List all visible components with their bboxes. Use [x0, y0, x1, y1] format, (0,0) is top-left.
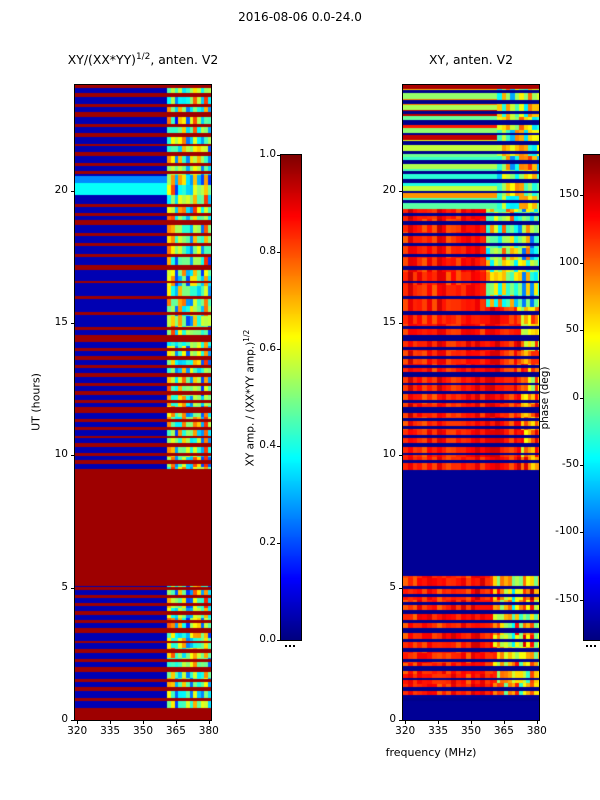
y-tick-label: 5 [61, 580, 68, 593]
figure-title: 2016-08-06 0.0-24.0 [238, 10, 362, 24]
y-tick-label: 0 [61, 713, 68, 725]
colorbar-tick-mark [277, 252, 280, 253]
x-tick-mark [438, 721, 440, 724]
colorbar-tick-label: 50 [565, 323, 579, 336]
left-colorbar-label-sup: 1/2 [241, 329, 251, 342]
y-tick-label: 20 [54, 183, 68, 196]
x-tick-mark [471, 721, 472, 724]
x-tick-mark [143, 721, 144, 724]
x-axis-label: frequency (MHz) [385, 746, 477, 759]
x-tick-label: 380 [526, 725, 547, 737]
left-panel-title-text: XY/(XX*YY) [67, 52, 136, 68]
x-tick-mark [208, 721, 210, 724]
x-tick-mark [110, 721, 112, 724]
x-tick-mark [175, 721, 177, 724]
colorbar-tick-label: -50 [561, 457, 579, 470]
colorbar-tick-label: 0.2 [259, 536, 276, 548]
right-colorbar-end-dots [586, 645, 596, 647]
y-tick-label: 15 [54, 316, 68, 329]
right-panel-title: XY, anten. V2 [429, 52, 513, 67]
y-tick-label: 15 [382, 316, 396, 329]
y-tick-mark [399, 720, 402, 721]
left-heatmap [74, 84, 212, 721]
y-tick-mark [399, 323, 402, 325]
y-tick-mark [71, 720, 74, 721]
y-tick-mark [71, 587, 74, 589]
left-panel-title: XY/(XX*YY)1/2, anten. V2 [33, 52, 253, 67]
y-tick-mark [71, 190, 74, 192]
y-tick-label: 0 [389, 713, 396, 725]
x-tick-label: 320 [395, 725, 416, 737]
y-tick-label: 20 [382, 183, 396, 196]
right-colorbar [583, 154, 600, 641]
left-panel-title-sup: 1/2 [135, 52, 151, 62]
right-heatmap [402, 84, 540, 721]
colorbar-tick-mark [580, 532, 583, 534]
colorbar-tick-label: 0.8 [259, 245, 276, 257]
colorbar-tick-label: 0.6 [259, 342, 276, 354]
y-tick-mark [71, 455, 74, 457]
colorbar-tick-mark [580, 397, 583, 399]
x-tick-label: 320 [67, 725, 88, 737]
colorbar-tick-label: 100 [558, 255, 579, 268]
y-tick-label: 10 [382, 448, 396, 461]
x-tick-label: 350 [460, 725, 482, 737]
y-tick-mark [399, 455, 402, 457]
x-tick-mark [77, 721, 79, 724]
colorbar-tick-label: -100 [555, 525, 579, 538]
left-colorbar-end-dots [285, 645, 295, 647]
left-panel-title-post: , anten. V2 [150, 52, 219, 68]
colorbar-tick-mark [277, 446, 280, 447]
y-tick-mark [399, 587, 402, 589]
colorbar-tick-label: 0 [572, 390, 579, 403]
x-tick-mark [405, 721, 407, 724]
x-tick-label: 380 [198, 725, 219, 737]
colorbar-tick-mark [580, 464, 583, 466]
x-tick-label: 350 [132, 725, 154, 737]
y-tick-mark [71, 323, 74, 325]
colorbar-tick-label: 1.0 [259, 148, 276, 160]
y-tick-label: 10 [54, 448, 68, 461]
colorbar-tick-label: 0.0 [259, 633, 276, 645]
colorbar-tick-label: 0.4 [259, 439, 276, 451]
x-tick-label: 365 [493, 725, 514, 737]
colorbar-tick-label: -150 [555, 592, 579, 605]
x-tick-label: 335 [428, 725, 449, 737]
left-y-axis-label-text: UT (hours) [29, 373, 43, 431]
colorbar-tick-mark [277, 349, 280, 350]
colorbar-tick-mark [277, 543, 280, 544]
y-tick-mark [399, 190, 402, 192]
colorbar-tick-mark [277, 640, 280, 641]
colorbar-tick-mark [580, 262, 583, 264]
colorbar-tick-mark [277, 155, 280, 156]
y-tick-label: 5 [389, 580, 396, 593]
colorbar-tick-mark [580, 599, 583, 601]
colorbar-tick-mark [580, 330, 583, 332]
x-tick-mark [536, 721, 538, 724]
left-colorbar [280, 154, 302, 641]
colorbar-tick-label: 150 [558, 188, 579, 201]
x-tick-mark [503, 721, 505, 724]
x-tick-label: 365 [165, 725, 186, 737]
x-tick-label: 335 [100, 725, 121, 737]
colorbar-tick-mark [580, 195, 583, 197]
